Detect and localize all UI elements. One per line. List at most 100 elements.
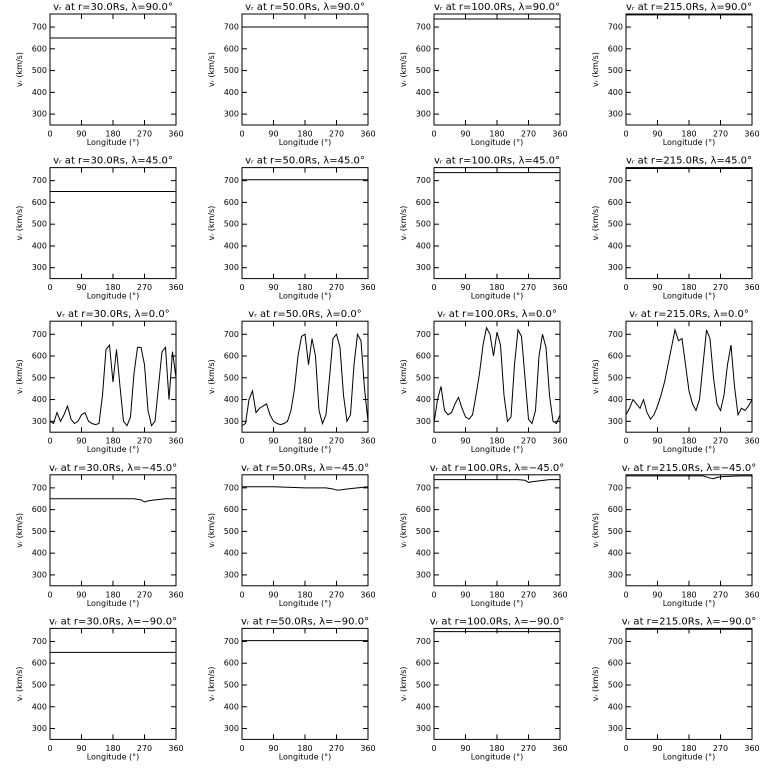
x-tick-label: 360 [168,590,183,599]
chart-title: vᵣ at r=100.0Rs, λ=0.0° [437,309,557,320]
x-axis-label: Longitude (°) [279,445,332,454]
x-tick-label: 0 [623,283,628,292]
x-tick-label: 90 [460,437,470,446]
y-tick-label: 700 [32,176,47,185]
x-tick-label: 0 [239,437,244,446]
y-tick-label: 300 [224,110,239,119]
x-tick-label: 90 [76,744,86,753]
y-tick-label: 600 [32,505,47,514]
plot-frame [241,13,369,126]
x-tick-label: 270 [713,590,728,599]
x-tick-label: 0 [47,744,52,753]
chart-title: vᵣ at r=100.0Rs, λ=−45.0° [430,463,565,474]
y-tick-label: 400 [224,88,239,97]
plot-frame [49,167,177,280]
y-tick-label: 300 [608,570,623,579]
y-tick-label: 500 [416,373,431,382]
y-tick-label: 700 [608,330,623,339]
y-tick-label: 300 [32,110,47,119]
y-tick-label: 700 [608,23,623,32]
x-tick-label: 270 [329,590,344,599]
x-tick-label: 90 [460,130,470,139]
y-tick-label: 700 [224,483,239,492]
x-tick-label: 180 [105,437,120,446]
y-axis-label: vᵣ (km/s) [207,666,216,701]
x-tick-label: 180 [105,590,120,599]
x-axis-label: Longitude (°) [471,752,524,761]
x-tick-label: 0 [47,590,52,599]
y-tick-label: 700 [608,483,623,492]
y-tick-label: 400 [416,549,431,558]
x-tick-label: 90 [652,283,662,292]
plot-frame [625,13,753,126]
x-tick-label: 270 [521,130,536,139]
y-tick-label: 500 [32,373,47,382]
y-tick-label: 500 [608,527,623,536]
x-tick-label: 270 [137,130,152,139]
y-tick-label: 400 [416,702,431,711]
x-axis-label: Longitude (°) [87,292,140,301]
y-tick-label: 500 [224,527,239,536]
x-tick-label: 270 [329,283,344,292]
y-tick-label: 500 [416,680,431,689]
x-tick-label: 180 [105,130,120,139]
x-tick-label: 360 [360,437,375,446]
x-axis-label: Longitude (°) [87,599,140,608]
x-tick-label: 90 [268,130,278,139]
x-tick-label: 180 [681,744,696,753]
x-tick-label: 0 [239,130,244,139]
x-tick-label: 270 [137,283,152,292]
y-tick-label: 600 [224,44,239,53]
x-tick-label: 270 [713,130,728,139]
x-tick-label: 180 [489,283,504,292]
y-tick-label: 600 [416,659,431,668]
plot-frame [241,627,369,740]
x-tick-label: 0 [623,437,628,446]
y-tick-label: 700 [224,23,239,32]
x-axis-label: Longitude (°) [663,752,716,761]
x-axis-label: Longitude (°) [663,292,716,301]
y-tick-label: 400 [32,241,47,250]
y-tick-label: 600 [32,659,47,668]
y-tick-label: 300 [224,417,239,426]
y-tick-label: 600 [416,352,431,361]
x-tick-label: 0 [47,437,52,446]
x-tick-label: 0 [623,130,628,139]
y-tick-label: 500 [32,66,47,75]
y-tick-label: 500 [224,680,239,689]
y-tick-label: 600 [608,352,623,361]
chart-title: vᵣ at r=30.0Rs, λ=−90.0° [49,616,177,627]
y-tick-label: 300 [224,724,239,733]
x-tick-label: 90 [268,744,278,753]
y-tick-label: 300 [416,110,431,119]
y-tick-label: 400 [32,395,47,404]
x-tick-label: 0 [239,744,244,753]
data-line [242,486,369,491]
plot-frame [49,13,177,126]
y-axis-label: vᵣ (km/s) [591,206,600,241]
y-tick-label: 600 [32,44,47,53]
x-tick-label: 180 [297,130,312,139]
y-tick-label: 700 [32,483,47,492]
x-tick-label: 90 [652,590,662,599]
x-tick-label: 360 [168,283,183,292]
data-line [626,475,752,480]
y-tick-label: 500 [224,220,239,229]
y-tick-label: 600 [416,198,431,207]
data-line [433,326,561,425]
plot-frame [625,167,753,280]
plot-frame [625,474,753,587]
x-tick-label: 0 [431,130,436,139]
y-axis-label: vᵣ (km/s) [591,666,600,701]
y-tick-label: 400 [608,395,623,404]
x-tick-label: 360 [744,590,759,599]
x-tick-label: 270 [329,437,344,446]
y-tick-label: 600 [32,198,47,207]
chart-title: vᵣ at r=215.0Rs, λ=−90.0° [622,616,757,627]
y-tick-label: 400 [32,702,47,711]
chart-title: vᵣ at r=30.0Rs, λ=90.0° [53,2,173,13]
y-tick-label: 300 [416,724,431,733]
y-tick-label: 500 [416,527,431,536]
x-tick-label: 90 [652,437,662,446]
x-tick-label: 0 [47,130,52,139]
